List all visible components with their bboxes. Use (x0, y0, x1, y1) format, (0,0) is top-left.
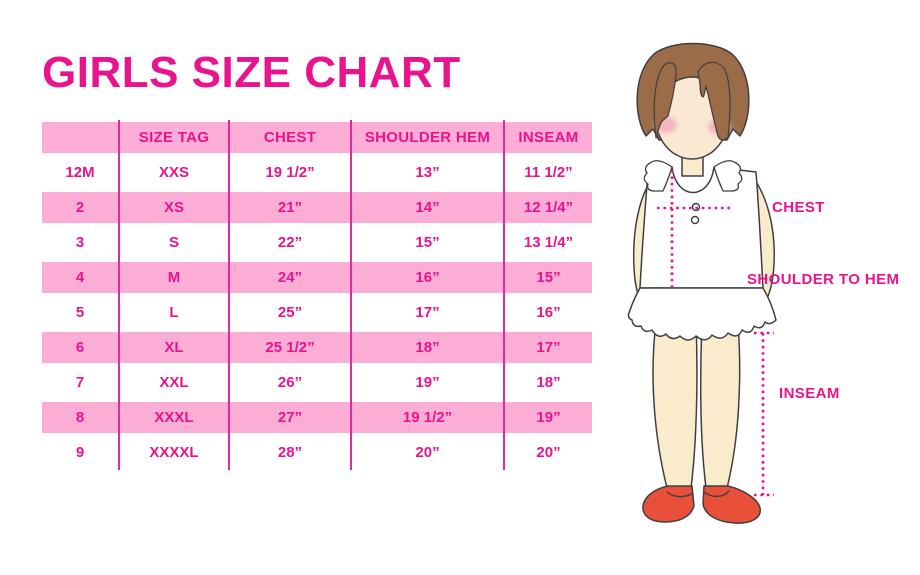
col-header-age (42, 120, 118, 155)
bangs-right (697, 61, 731, 141)
table-row: 5 L 25” 17” 16” (42, 295, 592, 330)
cell-shoulder-hem: 15” (350, 225, 503, 260)
cell-chest: 28” (228, 435, 350, 470)
cell-shoulder-hem: 19 1/2” (350, 400, 503, 435)
cell-inseam: 17” (503, 330, 592, 365)
table-row: 2 XS 21” 14” 12 1/4” (42, 190, 592, 225)
cell-size-tag: XXXXL (118, 435, 228, 470)
table-row: 7 XXL 26” 19” 18” (42, 365, 592, 400)
cell-size-tag: L (118, 295, 228, 330)
cell-shoulder-hem: 17” (350, 295, 503, 330)
table-header-row: SIZE TAG CHEST SHOULDER HEM INSEAM (42, 120, 592, 155)
cell-size-tag: M (118, 260, 228, 295)
cell-age: 8 (42, 400, 118, 435)
cell-size-tag: XXL (118, 365, 228, 400)
left-shoe-strap (666, 491, 694, 498)
cell-age: 6 (42, 330, 118, 365)
right-shoe (702, 485, 761, 524)
cell-chest: 24” (228, 260, 350, 295)
cell-inseam: 16” (503, 295, 592, 330)
cell-chest: 26” (228, 365, 350, 400)
cell-chest: 19 1/2” (228, 155, 350, 190)
cell-inseam: 20” (503, 435, 592, 470)
cell-size-tag: XL (118, 330, 228, 365)
cell-age: 7 (75, 374, 85, 391)
shoulder-to-hem-measurement-label: SHOULDER TO HEM (747, 271, 900, 288)
girl-illustration (627, 42, 777, 524)
table-row: 9 XXXXL 28” 20” 20” (42, 435, 592, 470)
cell-chest: 27” (228, 400, 350, 435)
cell-chest: 25” (228, 295, 350, 330)
table-row: 8 XXXL 27” 19 1/2” 19” (42, 400, 592, 435)
chest-measurement-label: CHEST (772, 199, 825, 216)
left-shoulder-ruffle (643, 160, 673, 192)
bangs-left (653, 62, 677, 139)
cell-inseam: 13 1/4” (503, 225, 592, 260)
skirt-shape (627, 287, 777, 341)
top-button-2 (690, 215, 700, 225)
col-header-inseam: INSEAM (503, 120, 592, 155)
col-header-chest: CHEST (228, 120, 350, 155)
cell-age: 5 (75, 304, 85, 321)
right-shoe-strap (703, 490, 730, 498)
cell-shoulder-hem: 16” (350, 260, 503, 295)
cell-chest: 25 1/2” (228, 330, 350, 365)
cell-inseam: 19” (503, 400, 592, 435)
cell-size-tag: XS (118, 190, 228, 225)
cell-shoulder-hem: 19” (350, 365, 503, 400)
table-row: 3 S 22” 15” 13 1/4” (42, 225, 592, 260)
cell-chest: 21” (228, 190, 350, 225)
cell-age: 2 (42, 190, 118, 225)
cell-shoulder-hem: 14” (350, 190, 503, 225)
col-header-shoulder-hem: SHOULDER HEM (350, 120, 503, 155)
table-row: 4 M 24” 16” 15” (42, 260, 592, 295)
cell-inseam: 15” (503, 260, 592, 295)
col-header-size-tag: SIZE TAG (118, 120, 228, 155)
table-row: 6 XL 25 1/2” 18” 17” (42, 330, 592, 365)
cell-size-tag: XXS (118, 155, 228, 190)
cell-age: 3 (75, 234, 85, 251)
left-leg-shape (652, 321, 698, 489)
page-title: GIRLS SIZE CHART (42, 48, 461, 97)
table-row: 12M XXS 19 1/2” 13” 11 1/2” (42, 155, 592, 190)
cell-shoulder-hem: 20” (350, 435, 503, 470)
cell-shoulder-hem: 18” (350, 330, 503, 365)
cell-inseam: 11 1/2” (503, 155, 592, 190)
size-table: SIZE TAG CHEST SHOULDER HEM INSEAM 12M X… (42, 120, 592, 470)
cell-size-tag: S (118, 225, 228, 260)
cell-shoulder-hem: 13” (350, 155, 503, 190)
cell-chest: 22” (228, 225, 350, 260)
left-shoe (642, 485, 695, 523)
cell-inseam: 12 1/4” (503, 190, 592, 225)
cell-age: 4 (42, 260, 118, 295)
right-shoulder-ruffle (713, 160, 743, 192)
cell-size-tag: XXXL (118, 400, 228, 435)
cell-age: 9 (75, 444, 85, 461)
right-leg-shape (700, 321, 741, 489)
cell-age: 12M (65, 164, 95, 181)
inseam-measurement-label: INSEAM (779, 385, 840, 402)
cell-inseam: 18” (503, 365, 592, 400)
